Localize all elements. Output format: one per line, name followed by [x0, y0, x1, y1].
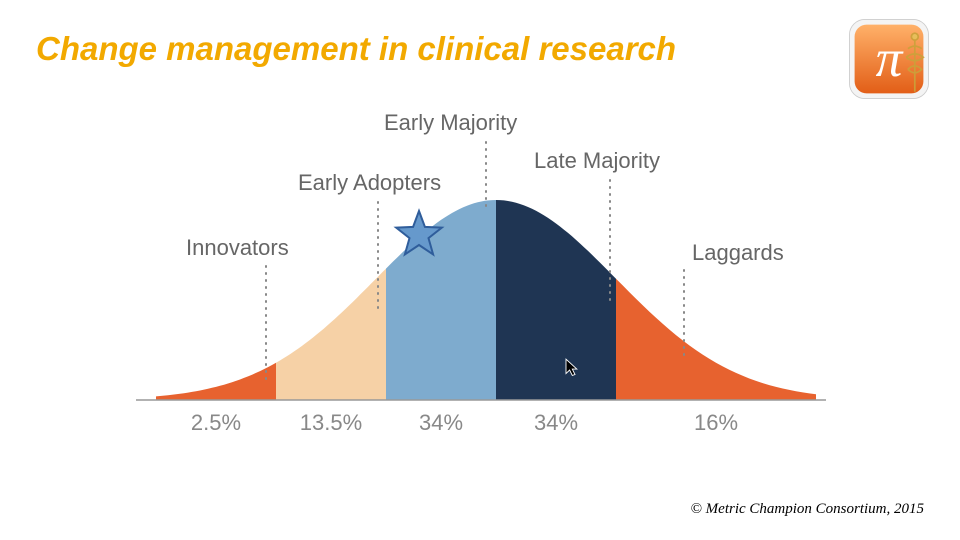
pi-logo-icon: π — [846, 16, 932, 102]
category-label-early-majority: Early Majority — [384, 110, 517, 135]
pct-label-early-majority: 34% — [419, 410, 463, 435]
pct-label-early-adopters: 13.5% — [300, 410, 362, 435]
curve-segment-laggards — [616, 279, 816, 400]
svg-text:π: π — [876, 28, 904, 88]
adoption-bell-curve: 2.5% 13.5% 34% 34% 16% Innovators Early Adopte… — [116, 100, 836, 460]
slide-title: Change management in clinical research — [36, 30, 676, 68]
category-label-late-majority: Late Majority — [534, 148, 660, 173]
category-label-innovators: Innovators — [186, 235, 289, 260]
pct-label-laggards: 16% — [694, 410, 738, 435]
category-label-laggards: Laggards — [692, 240, 784, 265]
pct-label-late-majority: 34% — [534, 410, 578, 435]
category-label-early-adopters: Early Adopters — [298, 170, 441, 195]
curve-segment-innovators — [156, 363, 276, 400]
curve-segment-late-majority — [496, 200, 616, 400]
copyright-credit: © Metric Champion Consortium, 2015 — [691, 501, 924, 518]
pct-label-innovators: 2.5% — [191, 410, 241, 435]
curve-segment-early-adopters — [276, 269, 386, 400]
